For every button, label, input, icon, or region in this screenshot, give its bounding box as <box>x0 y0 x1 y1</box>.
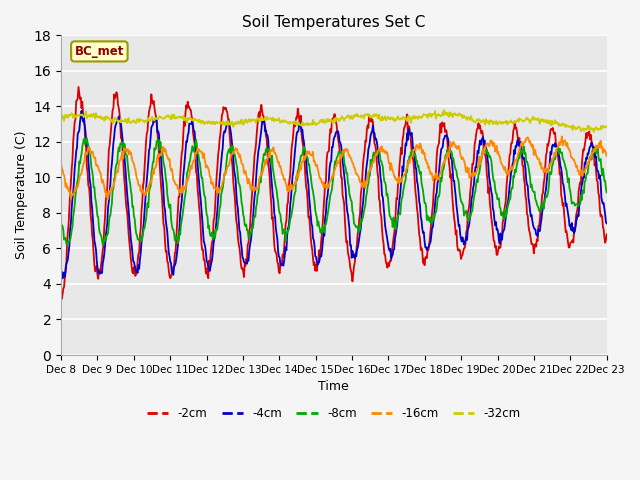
Legend: -2cm, -4cm, -8cm, -16cm, -32cm: -2cm, -4cm, -8cm, -16cm, -32cm <box>142 402 525 425</box>
Y-axis label: Soil Temperature (C): Soil Temperature (C) <box>15 131 28 259</box>
Text: BC_met: BC_met <box>75 45 124 58</box>
X-axis label: Time: Time <box>319 380 349 393</box>
Title: Soil Temperatures Set C: Soil Temperatures Set C <box>242 15 426 30</box>
